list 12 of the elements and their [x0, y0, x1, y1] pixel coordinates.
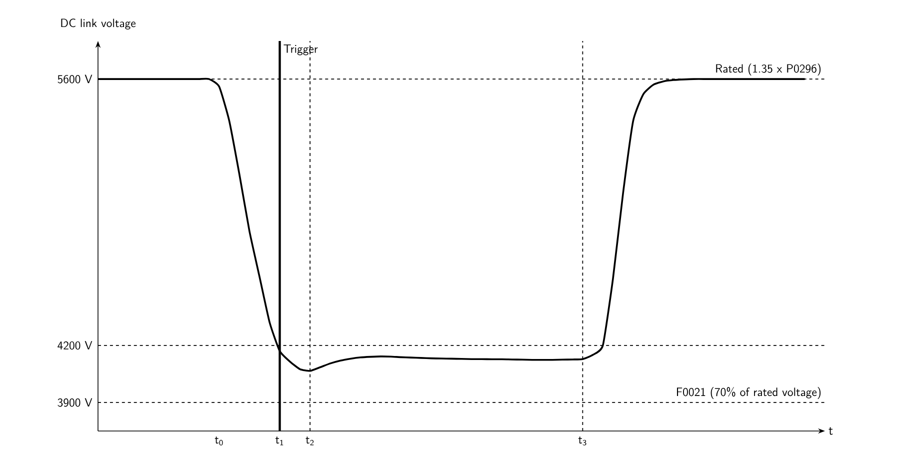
y-tick-label: 3900 V — [58, 398, 92, 407]
x-tick-label: t$_{0}$ — [214, 436, 223, 446]
y-tick-label: 5600 V — [58, 74, 92, 84]
x-axis-title: t — [828, 427, 833, 435]
ref-line-label: Rated (1.35 x P0296) — [716, 64, 821, 76]
ref-line-label: Trigger — [284, 44, 318, 56]
x-tick-label: t$_{1}$ — [275, 436, 284, 446]
x-tick-label: t$_{3}$ — [578, 436, 586, 446]
y-tick-label: 4200 V — [58, 341, 92, 350]
y-axis-title: DC link voltage — [61, 18, 136, 30]
ref-line-label: F0021 (70% of rated voltage) — [676, 386, 821, 399]
x-tick-label: t$_{2}$ — [306, 436, 314, 446]
